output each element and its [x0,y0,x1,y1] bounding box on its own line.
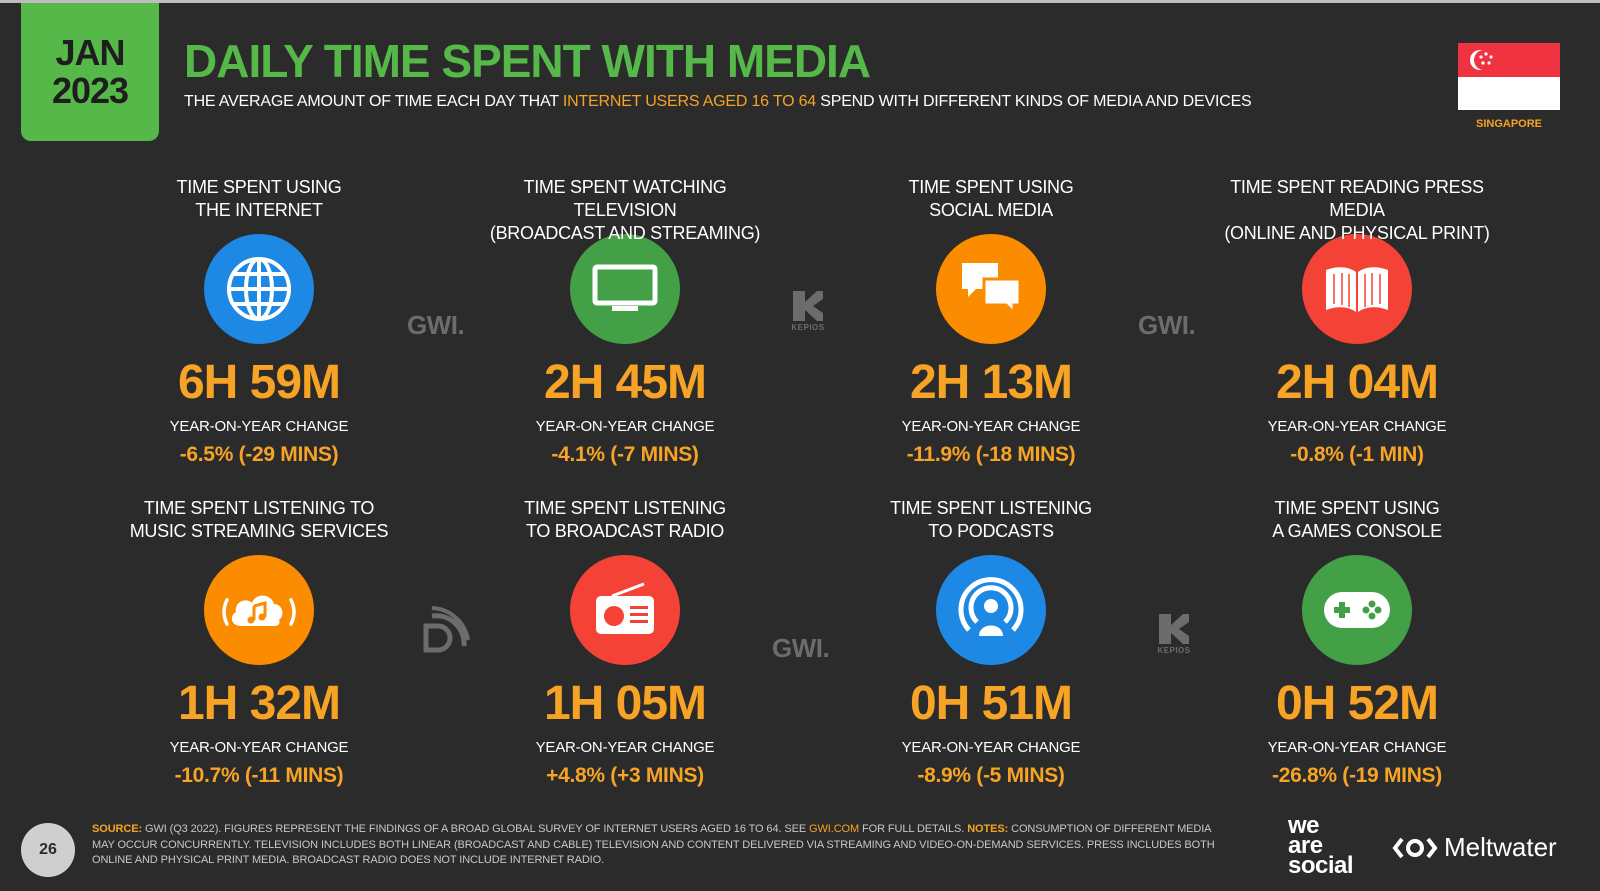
time-value: 1H 05M [543,677,707,730]
time-value: 0H 51M [909,677,1073,730]
gwi-link[interactable]: GWI.COM [809,823,860,835]
meltwater-mark-icon [1392,837,1438,858]
date-year: 2023 [51,70,129,111]
yoy-label: YEAR-ON-YEAR CHANGE [901,418,1081,435]
kepios-label: KEPIOS [1157,646,1191,655]
card-games-console: TIME SPENT USING A GAMES CONSOLE 0H 52M Y… [1202,497,1512,789]
yoy-value: -4.1% (-7 MINS) [551,443,699,466]
yoy-value: -0.8% (-1 MIN) [1290,443,1424,466]
card-broadcast-radio: TIME SPENT LISTENING TO BROADCAST RADIO 1… [470,497,780,789]
page-subtitle: THE AVERAGE AMOUNT OF TIME EACH DAY THAT… [184,93,1252,111]
kepios-label: KEPIOS [791,323,825,332]
time-value: 0H 52M [1275,677,1439,730]
singapore-flag-icon [1458,43,1560,110]
yoy-value: -8.9% (-5 MINS) [917,764,1065,787]
card-television: TIME SPENT WATCHING TELEVISION (BROADCAST… [470,176,780,468]
subtitle-suffix: SPEND WITH DIFFERENT KINDS OF MEDIA AND … [816,93,1252,110]
card-press-media: TIME SPENT READING PRESS MEDIA (ONLINE AN… [1202,176,1512,468]
yoy-value: -26.8% (-19 MINS) [1272,764,1442,787]
card-music-streaming: TIME SPENT LISTENING TO MUSIC STREAMING S… [104,497,414,789]
page-number: 26 [21,823,75,877]
kepios-logo: KEPIOS [1154,612,1194,655]
gamepad-icon [1302,555,1412,665]
chat-bubbles-icon [936,234,1046,344]
card-label: TIME SPENT LISTENING TO MUSIC STREAMING S… [129,498,389,541]
yoy-label: YEAR-ON-YEAR CHANGE [169,418,349,435]
television-icon [570,234,680,344]
time-value: 2H 04M [1275,356,1439,409]
yoy-label: YEAR-ON-YEAR CHANGE [169,739,349,756]
date-badge: JAN 2023 [21,3,159,141]
open-book-icon [1302,234,1412,344]
globe-icon [204,234,314,344]
time-value: 2H 13M [909,356,1073,409]
card-label: TIME SPENT WATCHING TELEVISION (BROADCAST… [489,177,761,243]
meltwater-logo: Meltwater [1392,832,1557,863]
kepios-logo: KEPIOS [788,289,828,332]
yoy-label: YEAR-ON-YEAR CHANGE [1267,739,1447,756]
yoy-label: YEAR-ON-YEAR CHANGE [535,418,715,435]
meltwater-label: Meltwater [1444,832,1557,862]
music-cloud-icon [204,555,314,665]
card-label: TIME SPENT LISTENING TO BROADCAST RADIO [524,498,726,541]
card-label: TIME SPENT LISTENING TO PODCASTS [890,498,1092,541]
yoy-value: -6.5% (-29 MINS) [179,443,339,466]
time-value: 2H 45M [543,356,707,409]
country-label: SINGAPORE [1475,118,1542,130]
subtitle-prefix: THE AVERAGE AMOUNT OF TIME EACH DAY THAT [184,93,563,110]
footer-notes: SOURCE: GWI (Q3 2022). FIGURES REPRESENT… [92,823,1215,866]
gwi-logo: GWI. [407,310,465,340]
date-month: JAN [55,32,125,73]
yoy-value: -10.7% (-11 MINS) [174,764,344,787]
yoy-label: YEAR-ON-YEAR CHANGE [535,739,715,756]
we-are-social-logo: we are social [1288,812,1354,879]
card-label: TIME SPENT READING PRESS MEDIA (ONLINE AN… [1224,177,1490,243]
card-label: TIME SPENT USING THE INTERNET [176,177,342,220]
card-podcasts: TIME SPENT LISTENING TO PODCASTS 0H 51M Y… [836,497,1146,789]
gwi-logo: GWI. [1138,310,1196,340]
gwi-logo: GWI. [772,633,830,663]
card-label: TIME SPENT USING A GAMES CONSOLE [1272,498,1442,541]
top-border [0,0,1600,3]
yoy-value: -11.9% (-18 MINS) [906,443,1076,466]
time-value: 6H 59M [177,356,341,409]
yoy-label: YEAR-ON-YEAR CHANGE [901,739,1081,756]
page-title: DAILY TIME SPENT WITH MEDIA [184,35,871,87]
podcast-icon [936,555,1046,665]
card-social-media: TIME SPENT USING SOCIAL MEDIA 2H 13M YEAR… [836,176,1146,468]
yoy-label: YEAR-ON-YEAR CHANGE [1267,418,1447,435]
datareportal-logo-icon [420,606,470,661]
time-value: 1H 32M [177,677,341,730]
card-label: TIME SPENT USING SOCIAL MEDIA [908,177,1074,220]
card-internet: TIME SPENT USING THE INTERNET 6H 59M YEAR… [104,176,414,468]
subtitle-highlight: INTERNET USERS AGED 16 TO 64 [562,93,817,110]
radio-icon [570,555,680,665]
yoy-value: +4.8% (+3 MINS) [546,764,704,787]
